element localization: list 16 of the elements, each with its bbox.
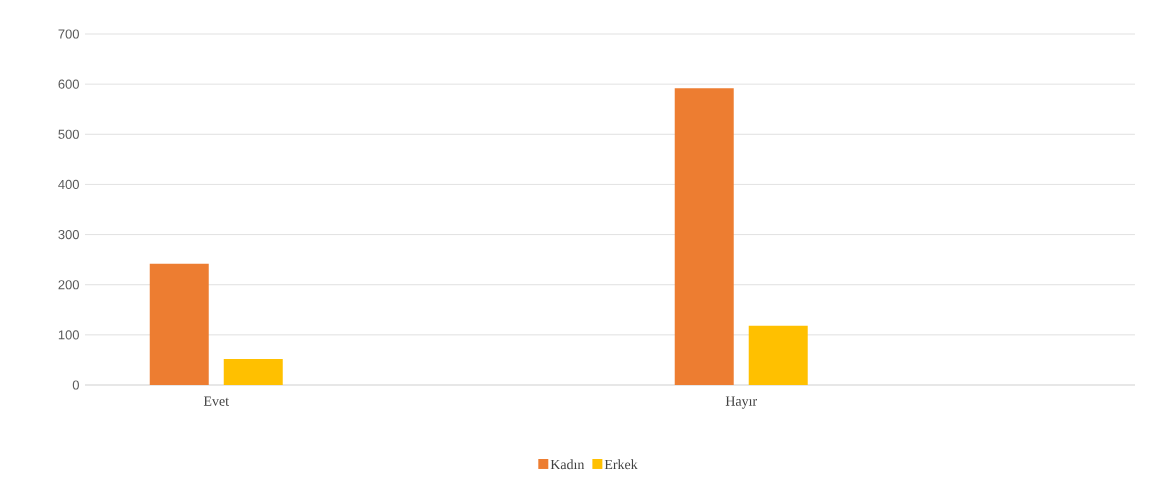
y-tick-label: 200 <box>58 280 79 290</box>
y-tick-label: 700 <box>58 29 79 39</box>
legend-label: Erkek <box>604 459 638 470</box>
x-tick-label: Evet <box>203 396 229 406</box>
bar <box>674 88 734 385</box>
bar <box>149 263 209 385</box>
legend-label: Kadın <box>550 459 585 470</box>
y-tick-label: 500 <box>58 129 79 139</box>
y-tick-label: 100 <box>58 330 79 340</box>
x-tick-label: Hayır <box>725 396 757 409</box>
bar <box>223 358 283 385</box>
y-tick-label: 0 <box>72 380 79 390</box>
bar <box>748 325 808 385</box>
y-tick-label: 600 <box>58 79 79 89</box>
y-tick-label: 400 <box>58 179 79 190</box>
y-tick-label: 300 <box>58 229 79 240</box>
